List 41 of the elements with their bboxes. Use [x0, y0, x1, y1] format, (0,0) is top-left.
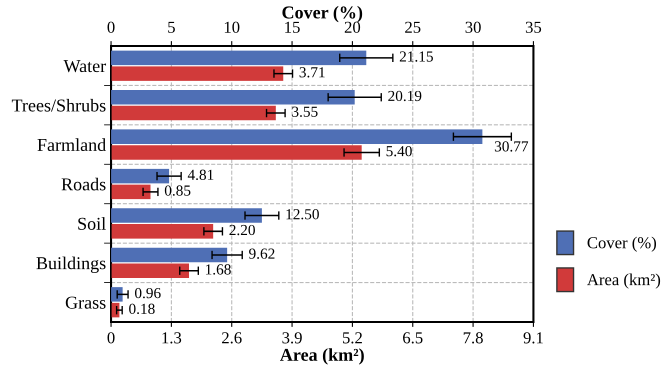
x-tick-label: 1.3 — [162, 332, 182, 344]
data-label: 20.19 — [388, 90, 422, 102]
y-tick-label: Farmland — [38, 138, 106, 152]
legend-label: Area (km²) — [587, 274, 660, 289]
data-label: 0.96 — [134, 288, 161, 298]
data-label: 0.18 — [129, 304, 155, 314]
y-tick-label: Water — [64, 60, 106, 72]
y-tick-label: Trees/Shrubs — [12, 98, 106, 112]
x-axis-title: Area (km²) — [280, 348, 364, 365]
data-label: 2.20 — [229, 224, 255, 236]
data-label: 9.62 — [249, 248, 274, 259]
data-label: 21.15 — [400, 51, 433, 62]
x2-tick-label: 25 — [405, 22, 420, 33]
x2-tick-label: 35 — [526, 22, 542, 33]
y-tick-label: Soil — [78, 217, 106, 230]
data-label: 4.81 — [188, 170, 214, 180]
x2-tick-label: 10 — [224, 22, 240, 33]
y-tick-label: Grass — [66, 296, 106, 309]
x2-tick-label: 15 — [285, 22, 300, 33]
data-label: 3.55 — [292, 106, 318, 117]
data-label: 5.40 — [386, 146, 412, 156]
x-tick-label: 9.1 — [524, 332, 543, 344]
x-tick-label: 5.2 — [342, 332, 362, 344]
legend-label: Cover (%) — [588, 236, 656, 252]
x2-tick-label: 20 — [344, 22, 360, 33]
data-label: 0.85 — [164, 185, 190, 196]
x-tick-label: 3.9 — [282, 332, 302, 344]
x-tick-label: 2.6 — [222, 332, 242, 344]
data-label: 30.77 — [494, 141, 528, 152]
data-label: 12.50 — [286, 209, 319, 220]
y-tick-label: Roads — [62, 178, 106, 190]
data-label: 1.68 — [206, 264, 231, 275]
x2-tick-label: 30 — [466, 22, 481, 33]
y-tick-label: Buildings — [36, 256, 106, 274]
x2-tick-label: 0 — [108, 22, 115, 33]
x2-tick-label: 5 — [168, 22, 175, 33]
x-tick-label: 6.5 — [403, 332, 423, 344]
data-label: 3.71 — [300, 67, 325, 78]
x-tick-label: 0 — [108, 332, 115, 344]
x-tick-label: 7.8 — [464, 332, 483, 344]
x2-axis-title: Cover (%) — [282, 6, 362, 22]
